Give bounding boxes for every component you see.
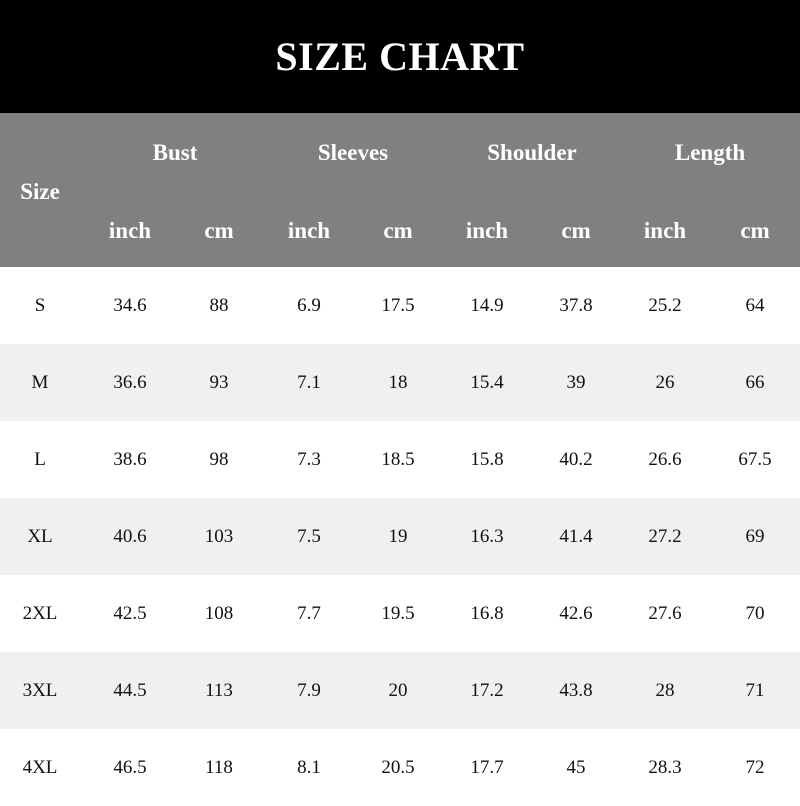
- cell-sleeves-cm: 20.5: [381, 756, 415, 778]
- cell-bust-inch: 36.6: [113, 371, 147, 393]
- cell-length-inch: 25.2: [648, 294, 682, 316]
- cell-bust-inch: 42.5: [113, 602, 147, 624]
- page-title: SIZE CHART: [275, 34, 525, 79]
- cell-length-cm: 69: [745, 525, 765, 547]
- header-group-shoulder: Shoulder: [487, 140, 577, 165]
- cell-shoulder-inch: 16.8: [470, 602, 504, 624]
- header-unit: cm: [383, 218, 413, 243]
- cell-length-cm: 66: [745, 371, 765, 393]
- cell-shoulder-inch: 14.9: [470, 294, 504, 316]
- cell-length-inch: 27.2: [648, 525, 682, 547]
- cell-size: 4XL: [22, 756, 58, 778]
- cell-shoulder-inch: 17.2: [470, 679, 504, 701]
- cell-length-cm: 64: [745, 294, 765, 316]
- cell-shoulder-inch: 17.7: [470, 756, 504, 778]
- cell-shoulder-inch: 15.4: [470, 371, 504, 393]
- header-unit: cm: [561, 218, 591, 243]
- cell-sleeves-cm: 19: [388, 525, 408, 547]
- header-unit: cm: [740, 218, 770, 243]
- cell-bust-cm: 98: [209, 448, 229, 470]
- table-row: 3XL 44.5 113 7.9 20 17.2 43.8 28 71: [0, 652, 800, 729]
- cell-sleeves-inch: 7.9: [297, 679, 321, 701]
- cell-bust-inch: 38.6: [113, 448, 147, 470]
- cell-shoulder-cm: 42.6: [559, 602, 593, 624]
- cell-length-inch: 26.6: [648, 448, 682, 470]
- header-size: Size: [20, 179, 60, 204]
- table-body: S 34.6 88 6.9 17.5 14.9 37.8 25.2 64 M 36.6 93 7.1 18…: [0, 267, 800, 806]
- header-unit: inch: [108, 218, 152, 243]
- cell-shoulder-cm: 39: [566, 371, 586, 393]
- cell-sleeves-cm: 18.5: [381, 448, 415, 470]
- cell-bust-cm: 118: [205, 756, 233, 778]
- header-group-bust: Bust: [152, 140, 198, 165]
- cell-bust-inch: 44.5: [113, 679, 147, 701]
- cell-length-cm: 70: [745, 602, 765, 624]
- table-header: Size Bust Sleeves Shoulder Length inch c…: [0, 113, 800, 267]
- header-unit: inch: [643, 218, 687, 243]
- cell-length-inch: 28: [655, 679, 675, 701]
- cell-shoulder-cm: 40.2: [559, 448, 593, 470]
- cell-sleeves-inch: 6.9: [297, 294, 321, 316]
- cell-shoulder-cm: 37.8: [559, 294, 593, 316]
- table-row: M 36.6 93 7.1 18 15.4 39 26 66: [0, 344, 800, 421]
- cell-sleeves-inch: 7.5: [297, 525, 321, 547]
- cell-shoulder-cm: 41.4: [559, 525, 593, 547]
- cell-size: 3XL: [22, 679, 58, 701]
- cell-bust-cm: 113: [205, 679, 233, 701]
- cell-bust-inch: 46.5: [113, 756, 147, 778]
- table-row: L 38.6 98 7.3 18.5 15.8 40.2 26.6 67.5: [0, 421, 800, 498]
- cell-bust-inch: 34.6: [113, 294, 147, 316]
- cell-sleeves-inch: 7.3: [297, 448, 321, 470]
- cell-length-inch: 26: [655, 371, 675, 393]
- cell-length-cm: 72: [745, 756, 765, 778]
- cell-sleeves-cm: 17.5: [381, 294, 415, 316]
- header-group-sleeves: Sleeves: [317, 140, 389, 165]
- cell-bust-cm: 93: [209, 371, 229, 393]
- cell-sleeves-inch: 7.7: [297, 602, 321, 624]
- table-row: XL 40.6 103 7.5 19 16.3 41.4 27.2 69: [0, 498, 800, 575]
- table-row: 4XL 46.5 118 8.1 20.5 17.7 45 28.3 72: [0, 729, 800, 806]
- cell-size: S: [34, 294, 46, 316]
- header-unit: cm: [204, 218, 234, 243]
- cell-bust-cm: 88: [209, 294, 229, 316]
- header-unit: inch: [465, 218, 509, 243]
- cell-size: M: [31, 371, 49, 393]
- table-row: 2XL 42.5 108 7.7 19.5 16.8 42.6 27.6 70: [0, 575, 800, 652]
- cell-size: 2XL: [22, 602, 58, 624]
- cell-length-cm: 67.5: [738, 448, 772, 470]
- header-group-length: Length: [674, 140, 746, 165]
- cell-shoulder-inch: 15.8: [470, 448, 504, 470]
- cell-sleeves-inch: 7.1: [297, 371, 321, 393]
- cell-sleeves-inch: 8.1: [297, 756, 321, 778]
- cell-sleeves-cm: 19.5: [381, 602, 415, 624]
- cell-length-inch: 28.3: [648, 756, 682, 778]
- cell-sleeves-cm: 20: [388, 679, 408, 701]
- cell-shoulder-inch: 16.3: [470, 525, 504, 547]
- cell-sleeves-cm: 18: [388, 371, 408, 393]
- header-unit: inch: [287, 218, 331, 243]
- title-bar: SIZE CHART: [0, 0, 800, 113]
- cell-bust-cm: 108: [204, 602, 234, 624]
- table-row: S 34.6 88 6.9 17.5 14.9 37.8 25.2 64: [0, 267, 800, 344]
- cell-bust-inch: 40.6: [113, 525, 147, 547]
- cell-length-cm: 71: [745, 679, 765, 701]
- cell-shoulder-cm: 45: [566, 756, 586, 778]
- cell-size: L: [34, 448, 46, 470]
- cell-length-inch: 27.6: [648, 602, 682, 624]
- cell-size: XL: [27, 525, 53, 547]
- cell-shoulder-cm: 43.8: [559, 679, 593, 701]
- cell-bust-cm: 103: [204, 525, 234, 547]
